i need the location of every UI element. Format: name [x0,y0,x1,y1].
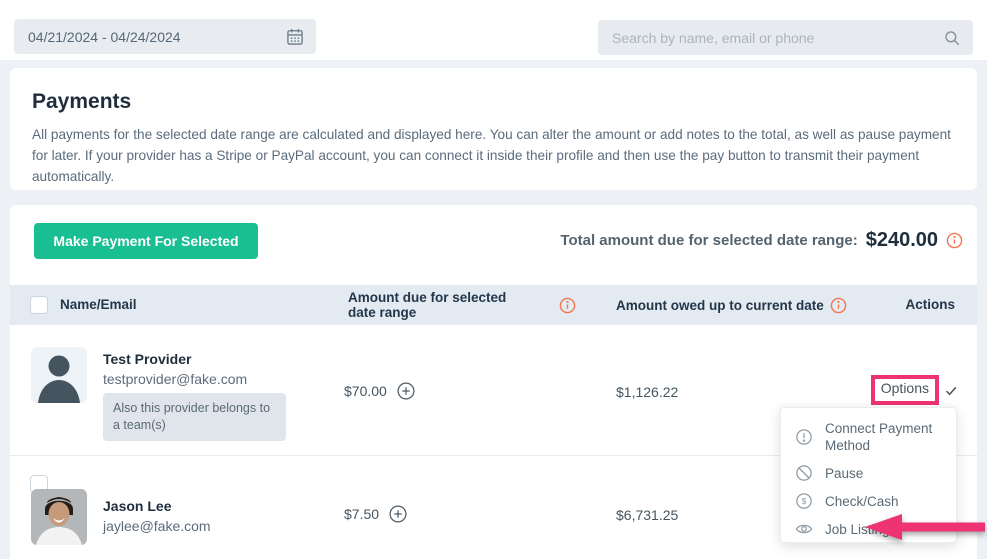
pause-icon [796,465,812,481]
alert-circle-icon [796,429,812,445]
payments-table-card: Make Payment For Selected Total amount d… [10,205,977,559]
amount-owed-value: $1,126.22 [616,384,679,400]
date-range-input[interactable] [14,28,285,45]
menu-item-label: Pause [825,465,864,481]
options-dropdown-menu: Connect Payment Method Pause $ Check/Cas… [780,407,957,543]
dropdown-caret-icon[interactable] [944,383,959,398]
search-box [598,20,973,55]
make-payment-button[interactable]: Make Payment For Selected [34,223,258,259]
amount-due-value: $7.50 [344,506,380,522]
amount-owed-value: $6,731.25 [616,507,679,523]
column-header-amount-due: Amount due for selected date range [348,290,507,320]
menu-item-label: Connect Payment Method [825,421,933,453]
date-range-picker[interactable] [14,19,316,54]
amount-due-value: $70.00 [344,383,387,399]
team-badge: Also this provider belongs to a team(s) [103,393,286,441]
table-header-row: Name/Email Amount due for selected date … [10,285,977,325]
avatar [31,347,87,403]
options-highlight-annotation: Options [870,375,939,405]
calendar-icon[interactable] [285,27,305,47]
provider-name: Jason Lee [103,498,172,514]
page-description: All payments for the selected date range… [32,127,951,184]
column-header-name: Name/Email [60,297,137,312]
amount-due-cell: $7.50 [344,504,408,524]
page-title: Payments [32,90,132,113]
svg-text:$: $ [802,497,807,506]
column-header-actions: Actions [905,297,955,312]
avatar [31,489,87,545]
eye-icon [795,524,813,534]
menu-item-label: Check/Cash [825,493,899,509]
info-icon[interactable] [946,232,963,249]
menu-item-label: Job Listing [825,521,890,537]
info-icon[interactable] [830,297,847,314]
table-row: Jason Lee jaylee@fake.com $7.50 $6,731.2… [10,455,977,559]
total-due-summary: Total amount due for selected date range… [560,229,963,252]
table-row: Test Provider testprovider@fake.com Also… [10,325,977,455]
search-icon [945,30,960,45]
menu-item-connect-payment-method[interactable]: Connect Payment Method [781,415,956,459]
add-note-icon[interactable] [396,381,416,401]
provider-email: jaylee@fake.com [103,518,211,534]
payments-intro-card: Payments All payments for the selected d… [10,68,977,190]
total-due-label: Total amount due for selected date range… [560,232,858,249]
total-due-amount: $240.00 [865,229,938,251]
add-note-icon[interactable] [388,504,408,524]
menu-item-pause[interactable]: Pause [781,459,956,487]
provider-email: testprovider@fake.com [103,371,248,387]
menu-item-check-cash[interactable]: $ Check/Cash [781,487,956,515]
search-input[interactable] [598,29,943,46]
column-header-amount-owed: Amount owed up to current date [616,298,824,313]
menu-item-job-listing[interactable]: Job Listing [781,515,956,543]
select-all-checkbox[interactable] [30,296,48,314]
options-button[interactable]: Options [880,380,929,396]
info-icon[interactable] [559,297,576,314]
top-bar [0,0,987,60]
provider-name: Test Provider [103,351,192,367]
amount-due-cell: $70.00 [344,381,416,401]
dollar-circle-icon: $ [796,493,812,509]
